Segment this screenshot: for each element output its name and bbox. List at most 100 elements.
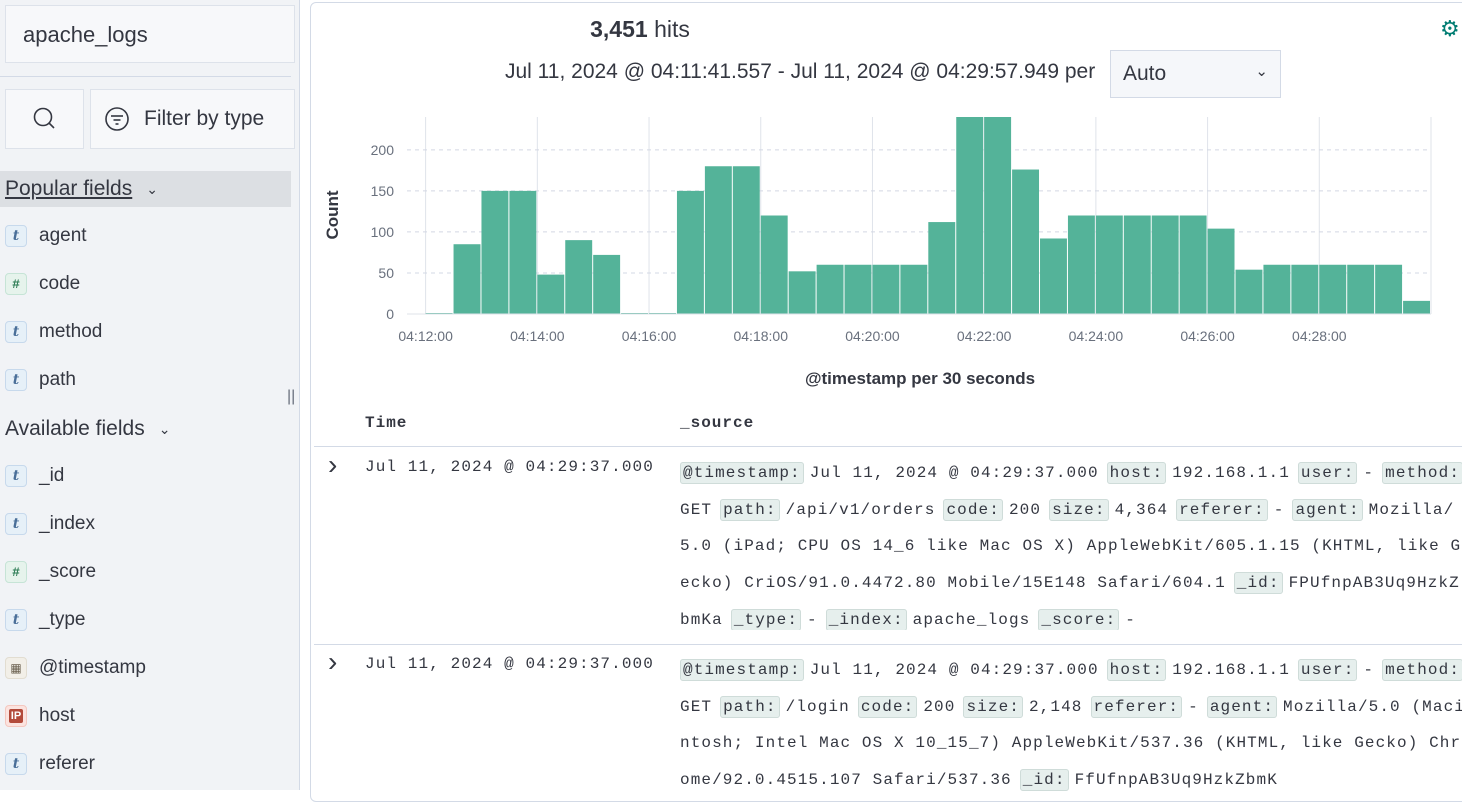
source-field-value: FPUfnpAB3Uq9HzkZbmKa (680, 574, 1460, 629)
hits-count: 3,451 hits (590, 16, 690, 42)
interval-select[interactable]: Auto ⌄ (1110, 50, 1281, 98)
field-item-host[interactable]: IP host (5, 705, 75, 727)
histogram-bar[interactable] (676, 190, 704, 314)
field-item-timestamp[interactable]: ▦ @timestamp (5, 657, 146, 679)
section-title: Available fields (5, 417, 145, 440)
source-field-key: host: (1106, 462, 1167, 484)
x-tick-label: 04:28:00 (1292, 328, 1347, 344)
field-item-id[interactable]: t _id (5, 465, 64, 487)
source-field-value: 4,364 (1114, 500, 1169, 519)
sidebar: apache_logs Filter by type Popular field… (0, 0, 300, 790)
source-field-value: Mozilla/5.0 (Macintosh; Intel Mac OS X 1… (680, 697, 1462, 790)
resize-handle[interactable]: || (287, 388, 296, 405)
source-field-value: GET (680, 697, 713, 716)
histogram-bar[interactable] (1235, 269, 1263, 314)
chevron-right-icon[interactable]: › (328, 449, 338, 480)
row-timestamp: Jul 11, 2024 @ 04:29:37.000 (365, 458, 654, 476)
histogram-bar[interactable] (1179, 215, 1207, 315)
histogram-bar[interactable] (1207, 228, 1235, 314)
gear-icon[interactable]: ⚙ (1440, 16, 1460, 41)
number-type-icon: # (5, 273, 27, 295)
histogram-bar[interactable] (453, 244, 481, 314)
source-field-value: - (1273, 500, 1285, 519)
field-name: _id (39, 465, 65, 486)
source-field-value: - (1363, 661, 1375, 679)
source-field-key: size: (1049, 498, 1109, 521)
field-item-score[interactable]: # _score (5, 561, 96, 583)
histogram-bar[interactable] (1123, 215, 1151, 315)
histogram-bar[interactable] (537, 274, 565, 314)
available-fields-toggle[interactable]: Available fields ⌄ (0, 411, 291, 447)
filter-by-type-button[interactable]: Filter by type (90, 89, 295, 149)
histogram-bar[interactable] (956, 117, 984, 314)
histogram-bar[interactable] (872, 264, 900, 314)
y-tick-label: 200 (371, 142, 395, 158)
source-field-key: _type: (730, 608, 802, 630)
histogram-bar[interactable] (1375, 264, 1403, 314)
source-field-key: size: (963, 695, 1023, 718)
source-field-value: Jul 11, 2024 @ 04:29:37.000 (809, 661, 1099, 679)
histogram-bar[interactable] (1095, 215, 1123, 315)
histogram-bar[interactable] (1151, 215, 1179, 315)
histogram-bar[interactable] (1012, 169, 1040, 314)
histogram-bar[interactable] (760, 215, 788, 315)
histogram-bar[interactable] (1403, 300, 1430, 314)
histogram-bar[interactable] (1347, 264, 1375, 314)
histogram-bar[interactable] (704, 166, 732, 314)
popular-fields-toggle[interactable]: Popular fields ⌄ (0, 171, 291, 207)
histogram-bar[interactable] (732, 166, 760, 314)
source-field-key: code: (857, 695, 918, 718)
histogram-bar[interactable] (1319, 264, 1347, 314)
source-field-key: method: (1382, 659, 1462, 681)
number-type-icon: # (5, 561, 27, 583)
chevron-down-icon: ⌄ (158, 420, 171, 437)
field-name: code (39, 273, 81, 294)
chevron-right-icon[interactable]: › (328, 646, 338, 677)
source-field-key: agent: (1206, 695, 1278, 718)
filter-label: Filter by type (144, 107, 265, 130)
field-name: referer (39, 753, 95, 774)
histogram-bar[interactable] (509, 190, 537, 314)
x-tick-label: 04:20:00 (845, 328, 900, 344)
source-field-value: 2,148 (1028, 697, 1083, 716)
column-header-time[interactable]: Time (365, 414, 408, 432)
divider (0, 76, 291, 77)
histogram-bar[interactable] (481, 190, 509, 314)
field-name: _index (39, 513, 95, 534)
histogram-bar[interactable] (565, 240, 593, 314)
field-item-path[interactable]: t path (5, 369, 76, 391)
divider (314, 644, 1462, 645)
index-pattern-selector[interactable]: apache_logs (5, 5, 295, 63)
field-name: _score (39, 561, 97, 582)
field-item-type[interactable]: t _type (5, 609, 85, 631)
field-search-button[interactable] (5, 89, 84, 149)
histogram-bar[interactable] (816, 264, 844, 314)
field-item-referer[interactable]: t referer (5, 753, 95, 775)
histogram-bar[interactable] (1067, 215, 1095, 315)
field-item-method[interactable]: t method (5, 321, 102, 343)
histogram-bar[interactable] (900, 264, 928, 314)
histogram-bar[interactable] (1291, 264, 1319, 314)
source-field-value: - (1363, 464, 1375, 482)
histogram-bar[interactable] (788, 271, 816, 314)
source-field-key: code: (943, 498, 1003, 521)
source-field-key: _id: (1233, 572, 1283, 595)
histogram-bar[interactable] (593, 254, 621, 314)
table-row[interactable]: › Jul 11, 2024 @ 04:29:37.000 @timestamp: J… (314, 646, 1462, 792)
histogram-bar[interactable] (1040, 238, 1067, 314)
field-item-index[interactable]: t _index (5, 513, 95, 535)
source-field-key: host: (1106, 659, 1167, 681)
column-header-source[interactable]: _source (680, 414, 755, 432)
histogram-bar[interactable] (844, 264, 872, 314)
histogram-chart[interactable]: 04:12:00 04:14:00 04:16:00 04:18:00 04:20:00… (0, 0, 1462, 400)
histogram-bar[interactable] (1263, 264, 1291, 314)
source-field-key: path: (720, 695, 780, 718)
field-name: path (39, 369, 76, 390)
source-field-key: referer: (1176, 498, 1268, 521)
histogram-bar[interactable] (928, 222, 956, 314)
field-name: method (39, 321, 103, 342)
histogram-bar[interactable] (984, 117, 1012, 314)
table-row[interactable]: › Jul 11, 2024 @ 04:29:37.000 @timestamp: J… (314, 449, 1462, 630)
field-item-code[interactable]: # code (5, 273, 80, 295)
field-item-agent[interactable]: t agent (5, 225, 87, 247)
